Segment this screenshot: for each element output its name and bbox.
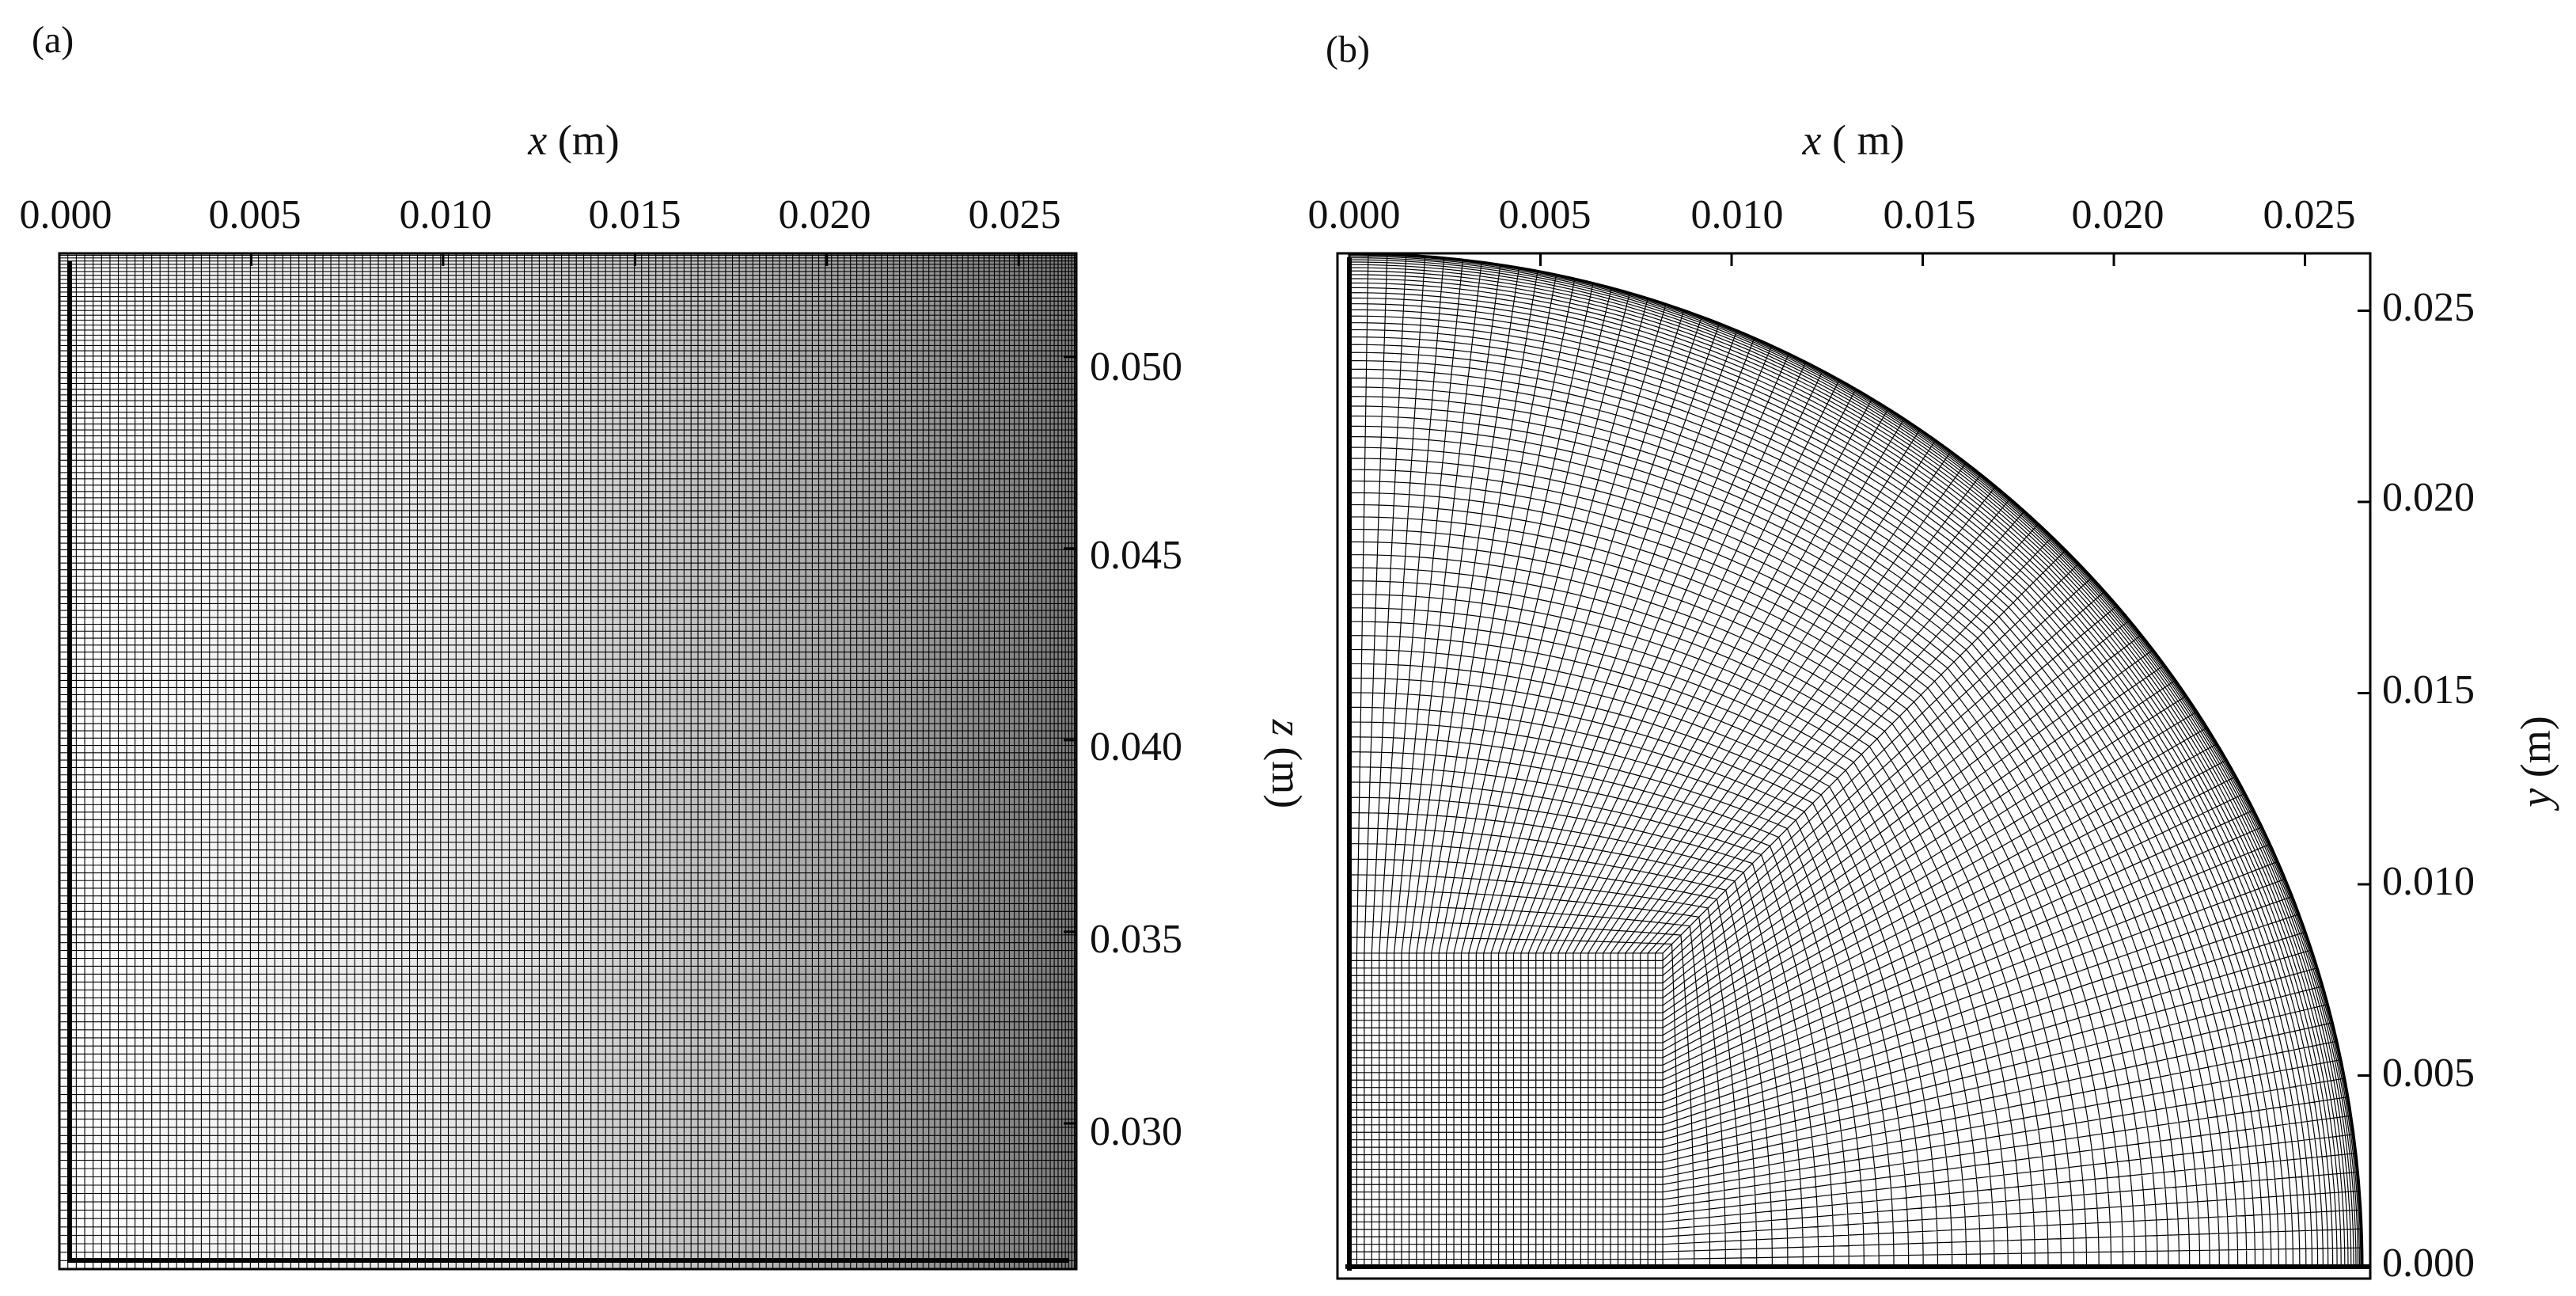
panel-a-y-axis-var: z <box>1263 719 1311 736</box>
panel-b-x-tick-label: 0.015 <box>1884 192 1976 238</box>
panel-a-x-tick-label: 0.010 <box>400 192 492 238</box>
panel-a-y-tick-label: 0.030 <box>1090 1109 1182 1154</box>
panel-a-label: (a) <box>32 19 74 61</box>
panel-a-y-axis-unit: (m) <box>1263 736 1311 808</box>
panel-b-x-tick-label: 0.010 <box>1691 192 1784 238</box>
panel-a-x-tick-label: 0.005 <box>209 192 302 238</box>
panel-a-mesh-border <box>58 252 1078 1271</box>
panel-b-x-axis-unit: ( m) <box>1822 116 1905 164</box>
panel-b-x-tick-label: 0.000 <box>1308 192 1401 238</box>
panel-a-x-tick-labels: 0.000 0.005 0.010 0.015 0.020 0.025 <box>20 192 1061 238</box>
panel-b-grid-lines <box>1349 253 2363 1267</box>
panel-b-x-tick-label: 0.020 <box>2072 192 2164 238</box>
panel-b-x-tick-label: 0.005 <box>1499 192 1592 238</box>
panel-a-x-tick-label: 0.020 <box>779 192 871 238</box>
panel-a-y-axis-title: z (m) <box>1263 719 1311 808</box>
panel-b-mesh-lines <box>1336 252 2372 1280</box>
panel-b-y-axis-title: y (m) <box>2512 716 2559 811</box>
panel-b-y-tick-label: 0.005 <box>2382 1051 2475 1096</box>
panel-a-x-tick-label: 0.015 <box>589 192 681 238</box>
panel-a-mesh <box>58 252 1078 1271</box>
panel-a-mesh-shading <box>59 253 1076 1269</box>
panel-a-y-tick-label: 0.045 <box>1090 533 1182 578</box>
panel-b-y-axis-var: y <box>2512 789 2559 811</box>
panel-a-y-tick-label: 0.035 <box>1090 917 1182 962</box>
panel-b-y-tick-labels: 0.000 0.005 0.010 0.015 0.020 0.025 <box>2382 285 2475 1286</box>
panel-a-mesh-lines <box>58 252 1078 1271</box>
panel-b-y-tick-label: 0.025 <box>2382 285 2475 330</box>
panel-a-y-tick-labels: 0.030 0.035 0.040 0.045 0.050 <box>1090 344 1182 1154</box>
panel-a-x-tick-label: 0.000 <box>20 192 112 238</box>
panel-b-y-tick-label: 0.015 <box>2382 667 2475 713</box>
panel-a-x-axis-title: x (m) <box>527 116 619 164</box>
panel-b-label: (b) <box>1326 29 1370 70</box>
panel-a-x-axis-unit: (m) <box>547 116 619 164</box>
panel-a-x-axis-var: x <box>527 116 547 164</box>
panel-b-outer-wall <box>1349 252 2364 1267</box>
panel-b-frame <box>1336 252 2372 1280</box>
panel-b-x-axis-var: x <box>1802 116 1822 164</box>
panel-b-y-tick-label: 0.000 <box>2382 1241 2475 1286</box>
panel-a-y-tick-label: 0.050 <box>1090 344 1182 390</box>
panel-a-x-tick-label: 0.025 <box>969 192 1061 238</box>
panel-b-y-tick-label: 0.010 <box>2382 859 2475 904</box>
panel-a-y-tick-label: 0.040 <box>1090 724 1182 770</box>
panel-b-x-axis-title: x ( m) <box>1802 116 1905 164</box>
panel-b-y-axis-unit: (m) <box>2512 716 2559 788</box>
panel-b-y-tick-label: 0.020 <box>2382 475 2475 520</box>
panel-b: (b) x ( m) 0.000 0.005 0.010 0.015 0.020… <box>1308 29 2560 1286</box>
panel-b-x-tick-label: 0.025 <box>2263 192 2356 238</box>
panel-b-mesh <box>1336 252 2372 1280</box>
panel-a: (a) x (m) 0.000 0.005 0.010 0.015 0.020 … <box>20 19 1311 1271</box>
panel-b-x-tick-labels: 0.000 0.005 0.010 0.015 0.020 0.025 <box>1308 192 2356 238</box>
